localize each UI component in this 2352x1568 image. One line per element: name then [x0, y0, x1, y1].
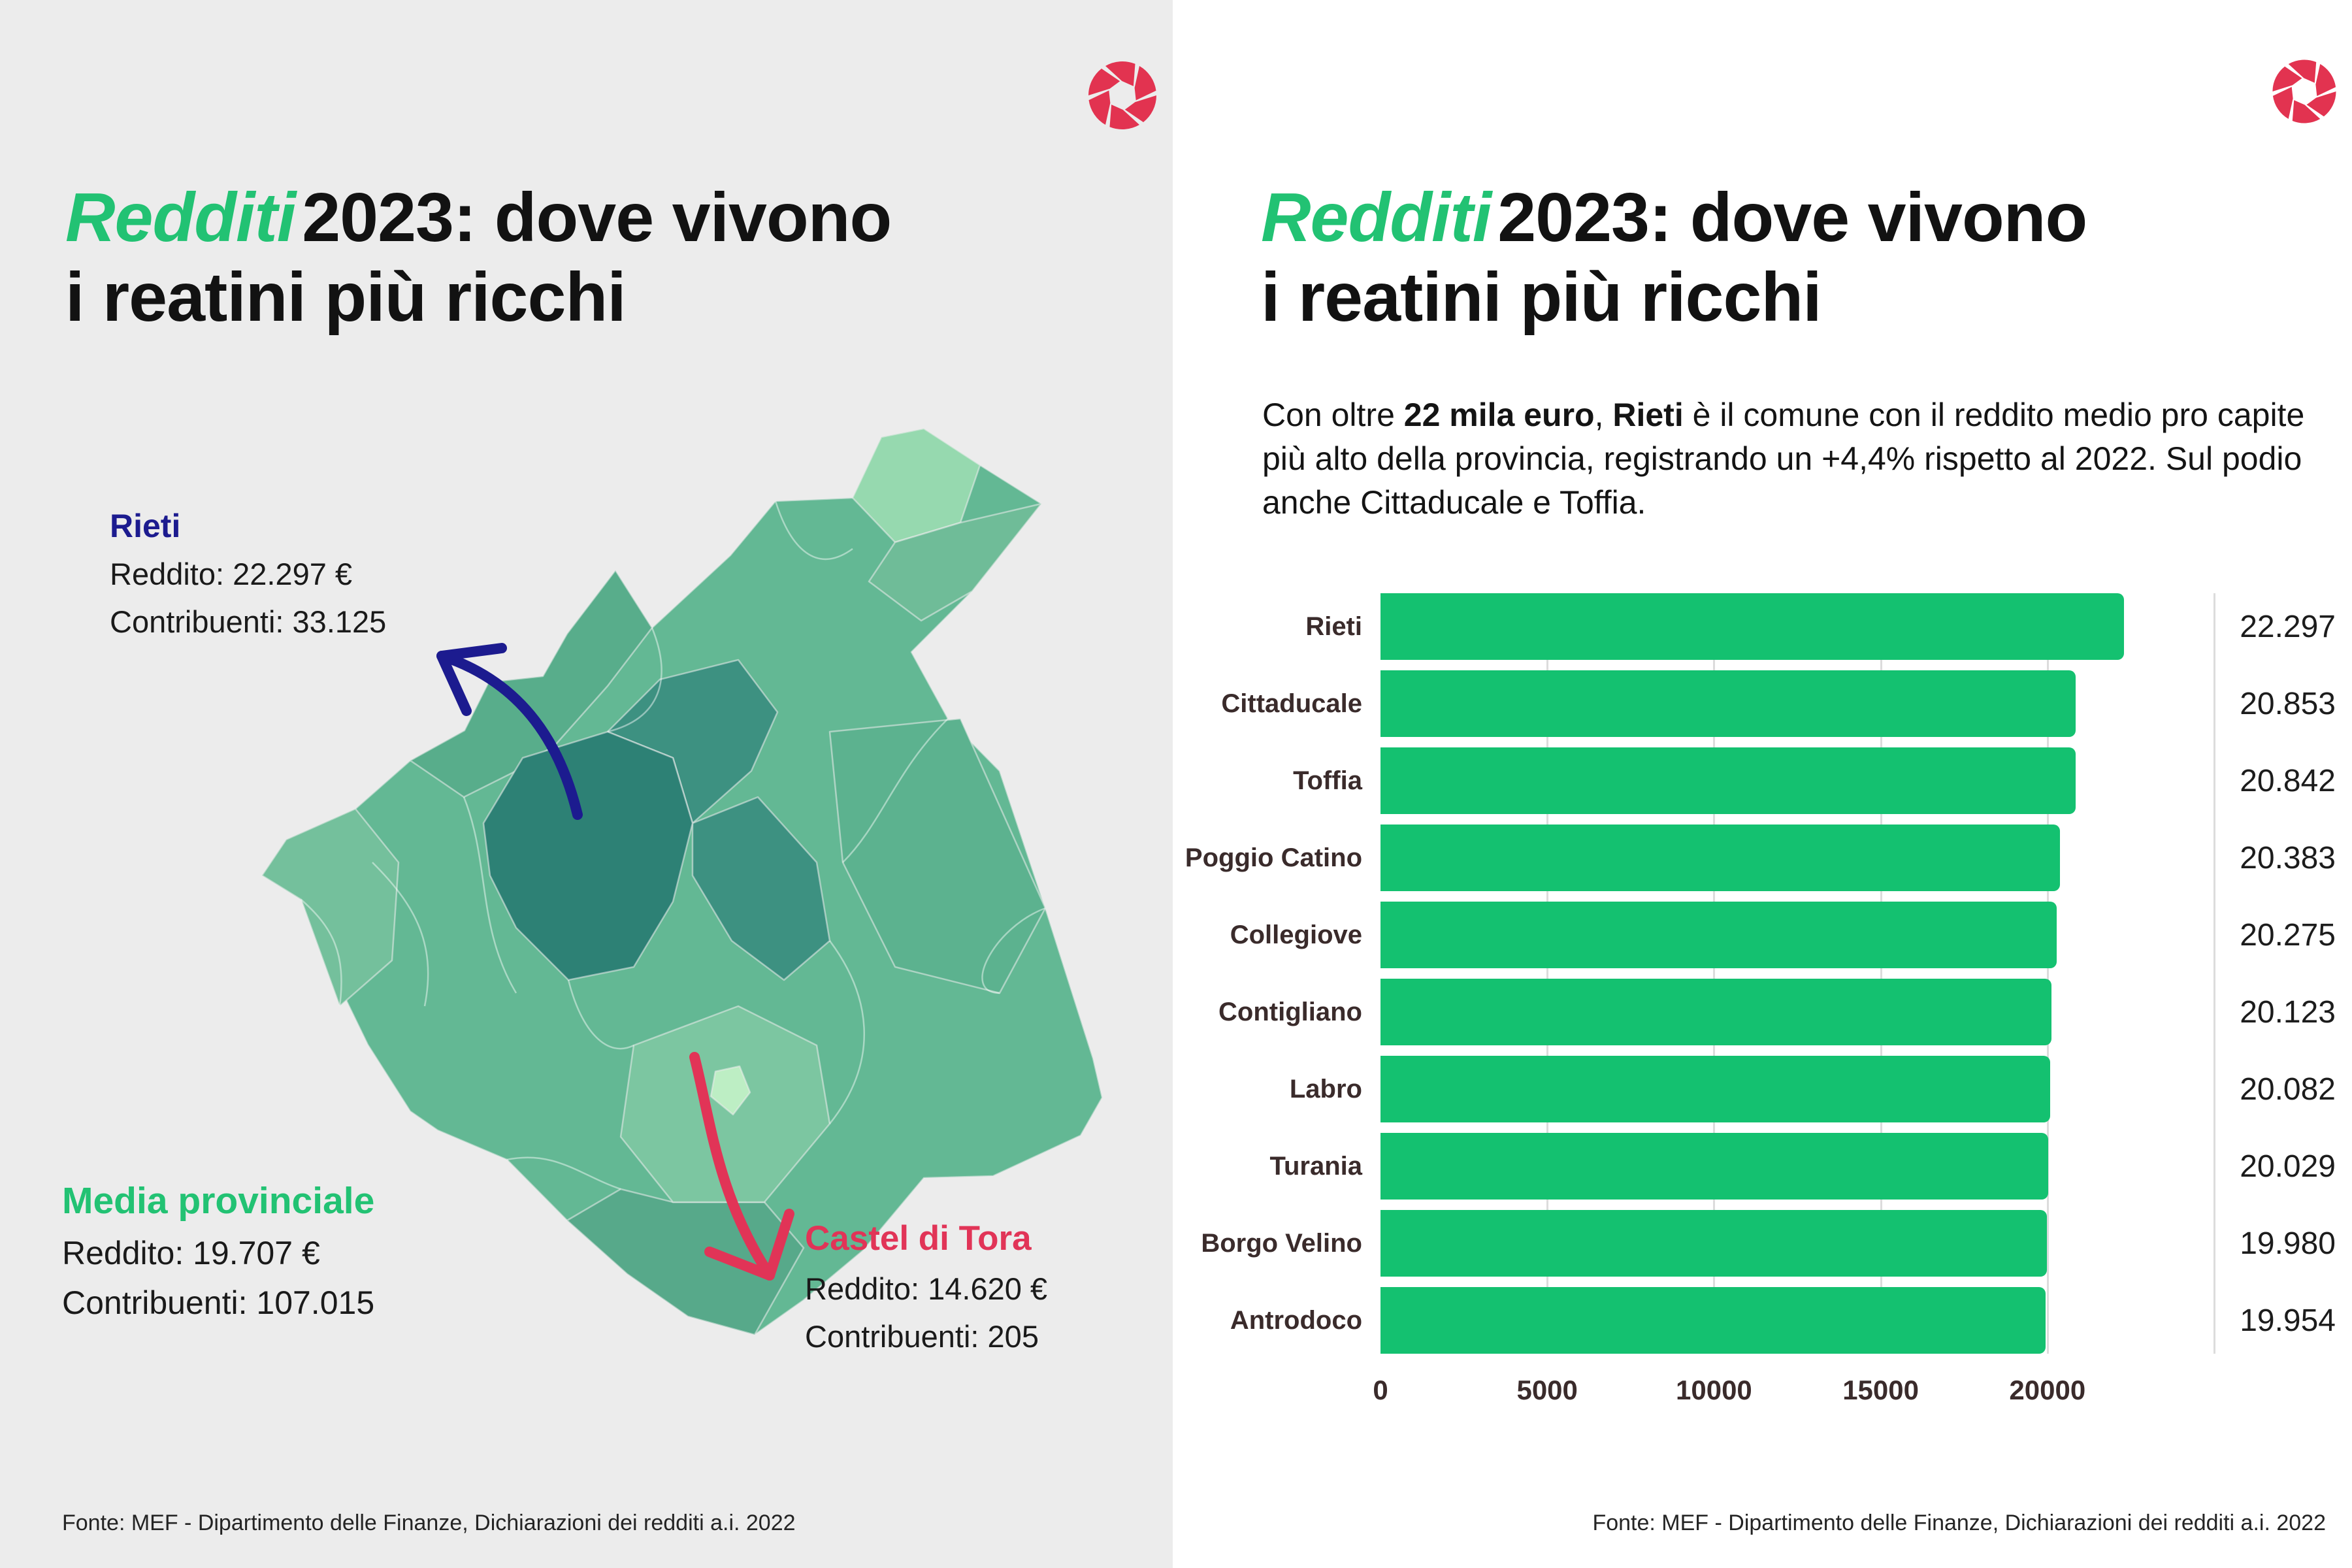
- bar-track: [1380, 902, 2214, 968]
- bar-value-label: 20.029: [2240, 1149, 2336, 1184]
- bar-category-label: Rieti: [1305, 612, 1362, 641]
- bar-track: [1380, 1133, 2214, 1200]
- x-axis-tick-label: 20000: [2009, 1375, 2086, 1405]
- bar-track: [1380, 1287, 2214, 1354]
- source-footer-right: Fonte: MEF - Dipartimento delle Finanze,…: [1592, 1511, 2326, 1535]
- annotation-media-contribuenti: Contribuenti: 107.015: [62, 1284, 375, 1321]
- annotation-castel-name: Castel di Tora: [805, 1219, 1032, 1258]
- x-axis-tick-label: 15000: [1842, 1375, 1919, 1405]
- annotation-media-reddito: Reddito: 19.707 €: [62, 1235, 320, 1271]
- bar: [1380, 1056, 2050, 1122]
- bar-category-label: Collegiove: [1230, 920, 1362, 949]
- x-axis: 0 5000 10000 15000 20000: [1373, 1375, 2214, 1414]
- left-infographic-panel: Redditi2023: dove vivono i reatini più r…: [0, 0, 1173, 1568]
- chart-subtitle: Con oltre 22 mila euro, Rieti è il comun…: [1262, 397, 2305, 521]
- map-municipal-borders: [301, 500, 1046, 1190]
- bar-row: Collegiove 20.275: [1173, 902, 2352, 968]
- bar-track: [1380, 747, 2214, 814]
- aperture-logo: [2268, 55, 2341, 128]
- bar-track: [1380, 670, 2214, 737]
- bar-category-label: Labro: [1289, 1074, 1362, 1103]
- chart-gridlines: [1380, 593, 2215, 1354]
- title-highlight: Redditi: [65, 179, 296, 256]
- annotation-rieti-name: Rieti: [110, 508, 181, 544]
- annotation-rieti-contribuenti: Contribuenti: 33.125: [110, 604, 387, 639]
- page-title: Redditi2023: dove vivono i reatini più r…: [1261, 178, 2087, 337]
- bar-track: [1380, 825, 2214, 891]
- bar-row: Rieti 22.297: [1173, 593, 2352, 660]
- bar-row: Poggio Catino 20.383: [1173, 825, 2352, 891]
- bar: [1380, 593, 2125, 660]
- bar-chart: Rieti 22.297 Cittaducale 20.853 Toffia 20.842…: [1173, 593, 2352, 1405]
- title-line1: Redditi2023: dove vivono: [1261, 179, 2087, 256]
- bar-value-label: 22.297: [2240, 609, 2336, 644]
- source-footer-left: Fonte: MEF - Dipartimento delle Finanze,…: [62, 1511, 796, 1535]
- title-line2: i reatini più ricchi: [1261, 259, 1822, 336]
- bar-value-label: 20.275: [2240, 917, 2336, 953]
- x-axis-tick-label: 0: [1373, 1375, 1388, 1405]
- annotation-castel-reddito: Reddito: 14.620 €: [805, 1271, 1048, 1306]
- right-chart-panel: Redditi2023: dove vivono i reatini più r…: [1173, 0, 2352, 1568]
- bar: [1380, 747, 2076, 814]
- annotation-media-name: Media provinciale: [62, 1180, 375, 1222]
- bar-value-label: 20.082: [2240, 1071, 2336, 1107]
- bar: [1380, 1287, 2046, 1354]
- bar-category-label: Poggio Catino: [1184, 843, 1362, 872]
- aperture-logo: [1083, 56, 1162, 135]
- bar: [1380, 670, 2076, 737]
- gridline: [2213, 593, 2215, 1354]
- bar-row: Contigliano 20.123: [1173, 979, 2352, 1045]
- bar-category-label: Turania: [1269, 1151, 1362, 1181]
- bar-value-label: 19.980: [2240, 1226, 2336, 1261]
- gridline: [2046, 593, 2049, 1354]
- bar: [1380, 825, 2061, 891]
- bar-value-label: 20.842: [2240, 763, 2336, 798]
- bar: [1380, 902, 2057, 968]
- title-highlight: Redditi: [1261, 179, 1492, 256]
- annotation-rieti-reddito: Reddito: 22.297 €: [110, 557, 353, 591]
- gridline: [1713, 593, 1716, 1354]
- gridline: [1546, 593, 1549, 1354]
- bar-value-label: 20.383: [2240, 840, 2336, 875]
- x-axis-tick-label: 10000: [1675, 1375, 1752, 1405]
- title-line1: Redditi2023: dove vivono: [65, 179, 892, 256]
- x-axis-tick-label: 5000: [1516, 1375, 1578, 1405]
- bar-track: [1380, 593, 2214, 660]
- bar-category-label: Toffia: [1293, 766, 1362, 795]
- bar-row: Antrodoco 19.954: [1173, 1287, 2352, 1354]
- bar-category-label: Borgo Velino: [1201, 1228, 1362, 1258]
- rieti-province-map: [242, 405, 1124, 1359]
- page-title: Redditi2023: dove vivono i reatini più r…: [65, 178, 892, 337]
- bar-row: Turania 20.029: [1173, 1133, 2352, 1200]
- bar-track: [1380, 979, 2214, 1045]
- title-line2: i reatini più ricchi: [65, 259, 627, 336]
- bar: [1380, 979, 2052, 1045]
- bar-row: Borgo Velino 19.980: [1173, 1210, 2352, 1277]
- bar-row: Labro 20.082: [1173, 1056, 2352, 1122]
- bar-category-label: Antrodoco: [1230, 1305, 1362, 1335]
- bar-row: Toffia 20.842: [1173, 747, 2352, 814]
- bar: [1380, 1133, 2049, 1200]
- bar-row: Cittaducale 20.853: [1173, 670, 2352, 737]
- annotation-media-provinciale: Media provinciale Reddito: 19.707 € Cont…: [62, 1173, 374, 1328]
- bar-track: [1380, 1056, 2214, 1122]
- gridline: [1880, 593, 1882, 1354]
- bar-value-label: 20.123: [2240, 994, 2336, 1030]
- annotation-castel-di-tora: Castel di Tora Reddito: 14.620 € Contrib…: [805, 1213, 1047, 1360]
- bar-value-label: 19.954: [2240, 1303, 2336, 1338]
- annotation-rieti: Rieti Reddito: 22.297 € Contribuenti: 33…: [110, 502, 386, 645]
- bar-value-label: 20.853: [2240, 686, 2336, 721]
- bar-track: [1380, 1210, 2214, 1277]
- bar-category-label: Contigliano: [1218, 997, 1362, 1026]
- bar-category-label: Cittaducale: [1221, 689, 1362, 718]
- chart-rows: Rieti 22.297 Cittaducale 20.853 Toffia 20.842…: [1173, 593, 2352, 1354]
- bar: [1380, 1210, 2047, 1277]
- annotation-castel-contribuenti: Contribuenti: 205: [805, 1319, 1039, 1354]
